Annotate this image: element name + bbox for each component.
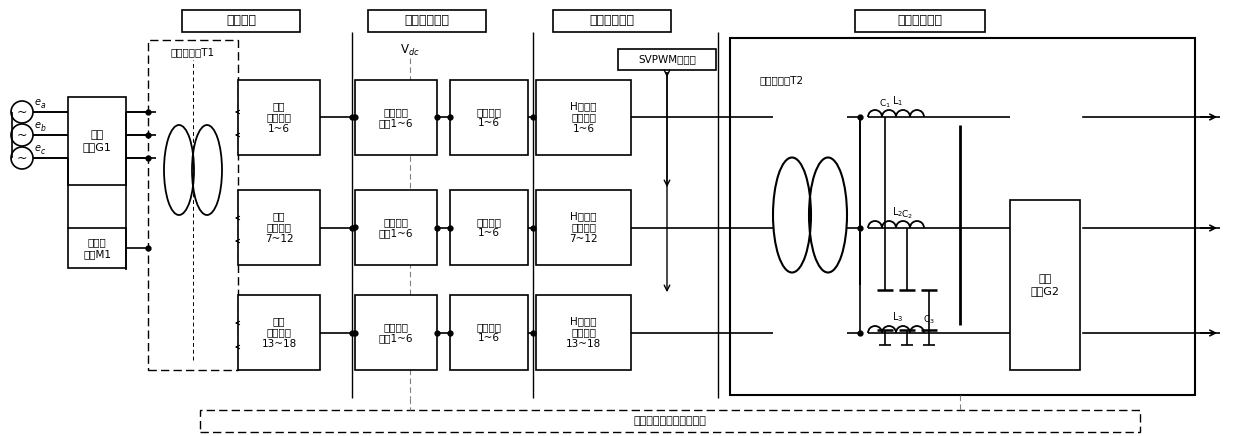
Text: 电压电流检测与控制环节: 电压电流检测与控制环节 xyxy=(634,416,707,426)
Text: L$_3$: L$_3$ xyxy=(893,310,904,324)
Text: 不控
整流单元
13~18: 不控 整流单元 13~18 xyxy=(262,316,296,349)
Bar xyxy=(856,10,985,32)
Bar xyxy=(238,295,320,370)
Bar xyxy=(355,190,436,265)
Text: ~: ~ xyxy=(17,129,27,142)
Bar xyxy=(68,228,126,268)
Bar xyxy=(182,10,300,32)
Text: ~: ~ xyxy=(17,106,27,119)
Bar xyxy=(536,80,631,155)
Text: 直流电压
单元1~6: 直流电压 单元1~6 xyxy=(378,322,413,343)
Bar xyxy=(1011,200,1080,370)
Text: ~: ~ xyxy=(17,151,27,164)
Text: V$_{dc}$: V$_{dc}$ xyxy=(401,42,420,58)
Text: H桥级联
逆变单元
1~6: H桥级联 逆变单元 1~6 xyxy=(570,101,596,134)
Bar xyxy=(730,38,1195,395)
Bar xyxy=(68,97,126,185)
Text: C$_1$: C$_1$ xyxy=(879,98,890,110)
Bar xyxy=(355,295,436,370)
Text: L$_1$: L$_1$ xyxy=(893,94,904,108)
Text: 直流电压
单元1~6: 直流电压 单元1~6 xyxy=(378,217,413,238)
Bar xyxy=(536,190,631,265)
Bar xyxy=(450,190,528,265)
Text: C$_3$: C$_3$ xyxy=(923,313,935,326)
Text: H桥级联
逆变单元
7~12: H桥级联 逆变单元 7~12 xyxy=(569,211,598,244)
Bar xyxy=(553,10,671,32)
Text: C$_2$: C$_2$ xyxy=(901,208,913,221)
Text: b: b xyxy=(41,124,46,133)
Bar xyxy=(536,295,631,370)
Text: 隔离变压器T2: 隔离变压器T2 xyxy=(760,75,804,85)
Bar xyxy=(200,410,1140,432)
Text: 直流电压环节: 直流电压环节 xyxy=(404,14,449,27)
Text: e: e xyxy=(35,97,41,107)
Text: H桥级联
逆变单元
13~18: H桥级联 逆变单元 13~18 xyxy=(565,316,601,349)
Bar xyxy=(618,49,715,70)
Bar xyxy=(148,40,238,370)
Text: 移相变压器T1: 移相变压器T1 xyxy=(171,47,215,57)
Text: 不控
整流单元
7~12: 不控 整流单元 7~12 xyxy=(264,211,294,244)
Text: SVPWM调制器: SVPWM调制器 xyxy=(639,54,696,65)
Text: L$_2$: L$_2$ xyxy=(893,205,904,219)
Bar xyxy=(238,190,320,265)
Bar xyxy=(238,80,320,155)
Text: e: e xyxy=(35,143,41,153)
Bar xyxy=(450,295,528,370)
Text: 斩波单元
1~6: 斩波单元 1~6 xyxy=(476,322,501,343)
Text: c: c xyxy=(41,147,45,156)
Text: 输出滤波环节: 输出滤波环节 xyxy=(898,14,942,27)
Text: 输出
开关G2: 输出 开关G2 xyxy=(1030,274,1059,296)
Text: 斩波单元
1~6: 斩波单元 1~6 xyxy=(476,217,501,238)
Text: 直流电压
单元1~6: 直流电压 单元1~6 xyxy=(378,107,413,128)
Text: 交流逆变环节: 交流逆变环节 xyxy=(589,14,635,27)
Text: 并网
开关G1: 并网 开关G1 xyxy=(83,130,112,152)
Bar xyxy=(355,80,436,155)
Text: 整流环节: 整流环节 xyxy=(226,14,255,27)
Text: 不控
整流单元
1~6: 不控 整流单元 1~6 xyxy=(267,101,291,134)
Bar xyxy=(450,80,528,155)
Text: 斩波单元
1~6: 斩波单元 1~6 xyxy=(476,107,501,128)
Text: 预充电
模块M1: 预充电 模块M1 xyxy=(83,237,112,259)
Text: a: a xyxy=(41,101,46,110)
Text: e: e xyxy=(35,120,41,130)
Bar xyxy=(368,10,486,32)
